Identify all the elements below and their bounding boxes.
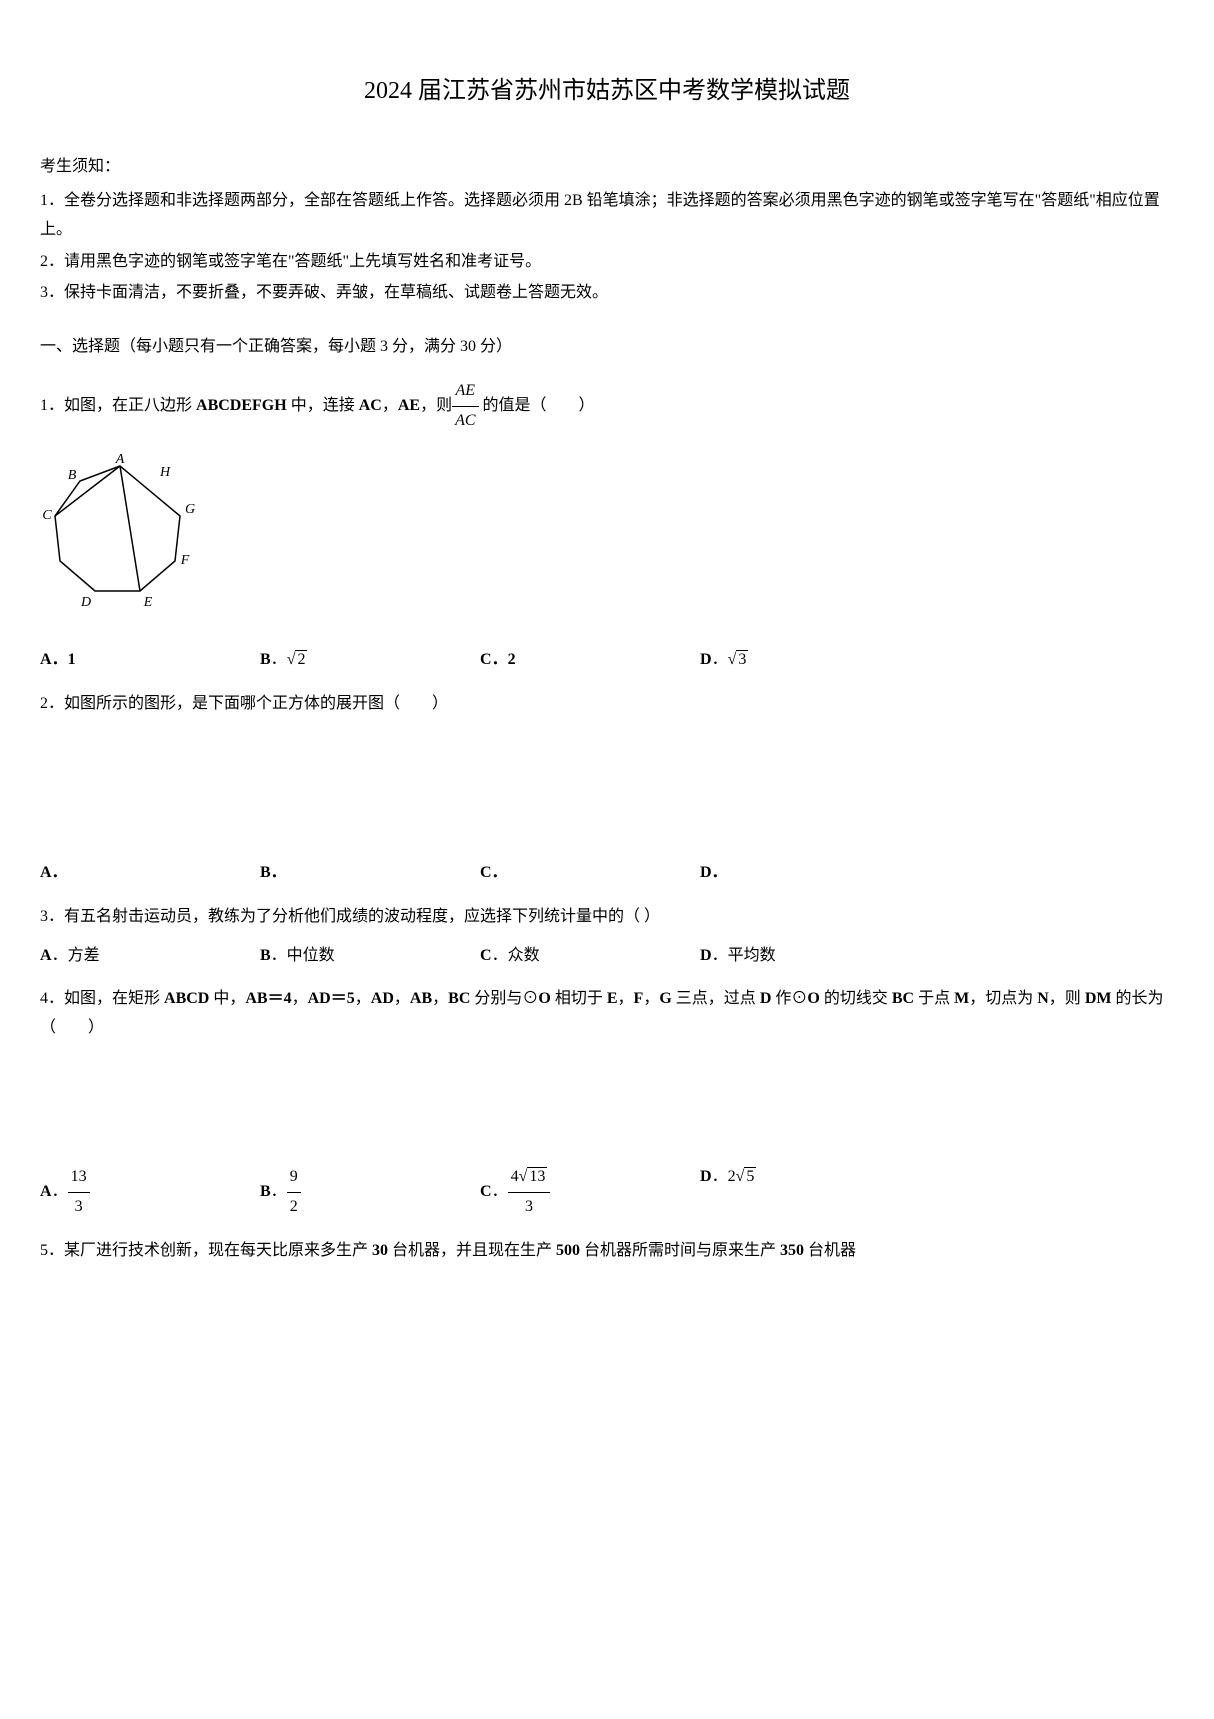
svg-text:B: B (68, 468, 77, 483)
q1-fraction: AEAC (452, 377, 478, 436)
q2-options: A． B． C． D． (40, 859, 1174, 888)
q1-shape: ABCDEFGH (196, 397, 287, 414)
q1-option-d: D．√3 (700, 646, 920, 675)
q3-option-d: D．平均数 (700, 942, 920, 971)
q1-optA-val: ．1 (52, 651, 76, 668)
q4-optA-frac: 133 (68, 1163, 90, 1222)
notice-section: 考生须知： 1．全卷分选择题和非选择题两部分，全部在答题纸上作答。选择题必须用 … (40, 153, 1174, 308)
q4-options: A．133 B．92 C．4√133 D．2√5 (40, 1163, 1174, 1222)
q1-ae: AE (398, 397, 420, 414)
q1-mid: 中，连接 (287, 397, 359, 414)
q1-optC-label: C (480, 651, 492, 668)
q1-mid2: ，则 (420, 397, 452, 414)
q1-optB-sqrt: √2 (287, 646, 308, 675)
q1-ac: AC (359, 397, 382, 414)
q4-option-c: C．4√133 (480, 1163, 700, 1222)
q1-frac-den: AC (452, 407, 478, 436)
q4-optC-frac: 4√133 (508, 1163, 551, 1222)
svg-text:E: E (143, 595, 153, 610)
svg-text:G: G (185, 502, 195, 517)
q4-optB-frac: 92 (287, 1163, 301, 1222)
svg-text:H: H (159, 465, 171, 480)
q2-option-b: B． (260, 859, 480, 888)
question-3: 3．有五名射击运动员，教练为了分析他们成绩的波动程度，应选择下列统计量中的（ ） (40, 903, 1174, 932)
q1-optA-label: A (40, 651, 52, 668)
q4-optD-sqrt: √5 (736, 1163, 757, 1192)
exam-title: 2024 届江苏省苏州市姑苏区中考数学模拟试题 (40, 70, 1174, 113)
svg-text:D: D (80, 595, 91, 610)
svg-text:C: C (42, 508, 52, 523)
q1-optD-label: D (700, 651, 712, 668)
svg-text:F: F (180, 553, 190, 568)
q3-option-c: C．众数 (480, 942, 700, 971)
q1-frac-num: AE (452, 377, 478, 407)
q2-option-d: D． (700, 859, 920, 888)
notice-line-2: 2．请用黑色字迹的钢笔或签字笔在"答题纸"上先填写姓名和准考证号。 (40, 248, 1174, 277)
q1-option-b: B．√2 (260, 646, 480, 675)
notice-line-1: 1．全卷分选择题和非选择题两部分，全部在答题纸上作答。选择题必须用 2B 铅笔填… (40, 187, 1174, 245)
q1-prefix: 1．如图，在正八边形 (40, 397, 196, 414)
q1-optC-val: ．2 (492, 651, 516, 668)
q3-options: A．方差 B．中位数 C．众数 D．平均数 (40, 942, 1174, 971)
question-2: 2．如图所示的图形，是下面哪个正方体的展开图（ ） (40, 690, 1174, 719)
q2-option-c: C． (480, 859, 700, 888)
notice-heading: 考生须知： (40, 153, 1174, 182)
q1-option-a: A．1 (40, 646, 260, 675)
svg-text:A: A (115, 452, 125, 467)
question-5: 5．某厂进行技术创新，现在每天比原来多生产 30 台机器，并且现在生产 500 … (40, 1237, 1174, 1266)
q1-option-c: C．2 (480, 646, 700, 675)
q3-option-b: B．中位数 (260, 942, 480, 971)
q1-optB-label: B (260, 651, 271, 668)
q1-optD-sqrt: √3 (728, 646, 749, 675)
notice-line-3: 3．保持卡面清洁，不要折叠，不要弄破、弄皱，在草稿纸、试题卷上答题无效。 (40, 279, 1174, 308)
q4-option-a: A．133 (40, 1163, 260, 1222)
q2-figure-space (40, 729, 1174, 849)
q2-option-a: A． (40, 859, 260, 888)
q4-option-b: B．92 (260, 1163, 480, 1222)
q4-figure-space (40, 1053, 1174, 1153)
question-1: 1．如图，在正八边形 ABCDEFGH 中，连接 AC，AE，则AEAC 的值是… (40, 377, 1174, 436)
section1-heading: 一、选择题（每小题只有一个正确答案，每小题 3 分，满分 30 分） (40, 333, 1174, 362)
question-4: 4．如图，在矩形 ABCD 中，AB＝4，AD＝5，AD，AB，BC 分别与⊙O… (40, 985, 1174, 1043)
q4-option-d: D．2√5 (700, 1163, 920, 1222)
q1-options: A．1 B．√2 C．2 D．√3 (40, 646, 1174, 675)
octagon-figure: A B C D E F G H (40, 451, 1174, 632)
q1-suffix: 的值是（ ） (479, 397, 595, 414)
q1-sep1: ， (382, 397, 398, 414)
q3-option-a: A．方差 (40, 942, 260, 971)
